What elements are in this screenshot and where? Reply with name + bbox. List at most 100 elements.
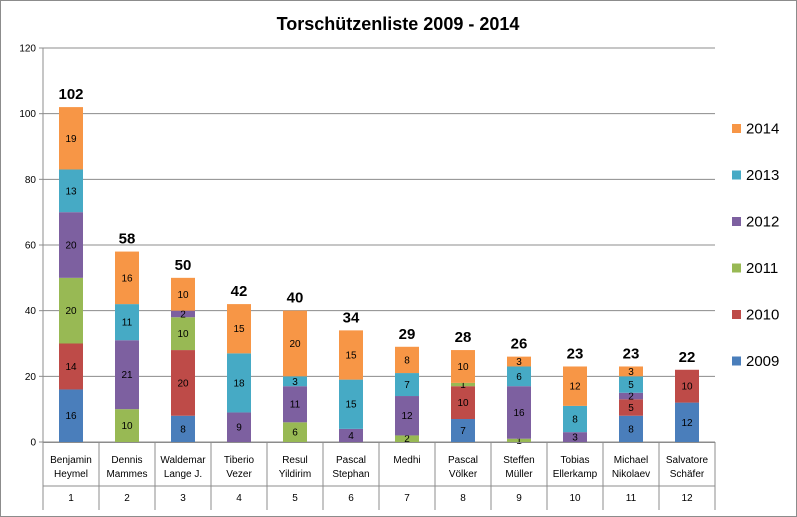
category-label: Müller: [505, 469, 533, 480]
legend-label: 2014: [746, 121, 779, 138]
bar-segment: [619, 399, 643, 416]
segment-label: 19: [65, 134, 77, 145]
segment-label: 10: [457, 362, 469, 373]
bar-segment: [115, 251, 139, 305]
y-tick-label: 120: [19, 44, 36, 55]
bar-segment: [59, 277, 83, 344]
total-label: 58: [119, 231, 136, 248]
bar-segment: [563, 405, 587, 433]
legend-label: 2010: [746, 307, 779, 324]
segment-label: 20: [65, 241, 77, 252]
bar-segment: [619, 392, 643, 400]
category-rank: 11: [626, 493, 637, 504]
bar-segment: [339, 330, 363, 380]
bar-segment: [395, 373, 419, 397]
category-rank: 6: [348, 493, 354, 504]
legend-swatch: [732, 124, 741, 133]
category-label: Tiberio: [224, 455, 255, 466]
total-label: 29: [399, 326, 416, 343]
bar-segment: [171, 415, 195, 442]
bar-segment: [507, 386, 531, 439]
bar-segment: [115, 340, 139, 410]
category-label: Vezer: [226, 469, 252, 480]
segment-label: 8: [404, 355, 410, 366]
bars: 1614202013191021021111658820102105091815…: [58, 86, 699, 447]
segment-label: 11: [290, 400, 301, 411]
bar-segment: [171, 310, 195, 318]
bar-segment: [283, 386, 307, 423]
y-tick-label: 100: [19, 109, 36, 120]
bar-segment: [283, 310, 307, 377]
category-label: Schäfer: [670, 469, 705, 480]
segment-label: 5: [628, 403, 634, 414]
bar-segment: [395, 346, 419, 374]
bar-segment: [451, 350, 475, 383]
category-label: Tobias: [561, 455, 590, 466]
segment-label: 10: [121, 421, 133, 432]
bar-segment: [227, 353, 251, 413]
category-label: Dennis: [111, 455, 142, 466]
legend-swatch: [732, 170, 741, 180]
bar-segment: [451, 386, 475, 420]
category-rank: 4: [236, 493, 242, 504]
bar-segment: [563, 432, 587, 442]
category-rank: 3: [180, 493, 186, 504]
segment-label: 7: [460, 426, 466, 437]
category-label: Resul: [282, 455, 308, 466]
y-tick-label: 60: [25, 241, 37, 252]
bar-segment: [563, 366, 587, 406]
segment-label: 15: [345, 350, 357, 361]
bar-segment: [619, 376, 643, 393]
legend-label: 2011: [746, 260, 778, 277]
category-label: Medhi: [393, 455, 420, 466]
y-tick-label: 40: [25, 306, 37, 317]
legend-swatch: [732, 263, 741, 273]
bar-segment: [619, 366, 643, 377]
segment-label: 15: [345, 400, 357, 411]
y-tick-label: 0: [30, 438, 36, 449]
total-label: 28: [455, 329, 472, 346]
bar-segment: [283, 422, 307, 442]
category-rank: 2: [124, 493, 130, 504]
segment-label: 20: [65, 306, 77, 317]
bar-segment: [59, 389, 83, 442]
legend-label: 2012: [746, 214, 779, 231]
chart-title: Torschützenliste 2009 - 2014: [277, 14, 520, 34]
legend-swatch: [732, 356, 741, 366]
segment-label: 3: [292, 377, 298, 388]
segment-label: 6: [516, 372, 522, 383]
legend-label: 2013: [746, 167, 779, 184]
segment-label: 6: [292, 428, 298, 439]
category-rank: 12: [681, 493, 693, 504]
category-label: Pascal: [448, 455, 478, 466]
segment-label: 20: [177, 378, 189, 389]
bar-segment: [339, 428, 363, 442]
segment-label: 8: [628, 424, 634, 435]
category-label: Stephan: [332, 469, 369, 480]
bar-segment: [451, 419, 475, 442]
category-label: Lange J.: [164, 469, 202, 480]
category-label: Mammes: [106, 469, 147, 480]
bar-segment: [451, 382, 475, 387]
category-label: Steffen: [503, 455, 535, 466]
bar-segment: [507, 356, 531, 367]
bar-segment: [171, 350, 195, 416]
bar-segment: [227, 412, 251, 442]
segment-label: 16: [121, 273, 133, 284]
total-label: 40: [287, 290, 304, 307]
category-label: Yildirim: [279, 469, 311, 480]
category-label: Salvatore: [666, 455, 709, 466]
legend-swatch: [732, 310, 741, 319]
segment-label: 5: [628, 380, 634, 391]
segment-label: 12: [569, 382, 581, 393]
segment-label: 8: [572, 415, 578, 426]
segment-label: 2: [180, 309, 186, 320]
legend-swatch: [732, 217, 741, 226]
total-label: 102: [58, 86, 83, 103]
segment-label: 18: [233, 378, 245, 389]
y-tick-label: 20: [25, 372, 37, 383]
total-label: 26: [511, 336, 528, 353]
category-rank: 7: [404, 493, 410, 504]
category-label: Waldemar: [160, 455, 206, 466]
total-label: 23: [567, 345, 584, 362]
